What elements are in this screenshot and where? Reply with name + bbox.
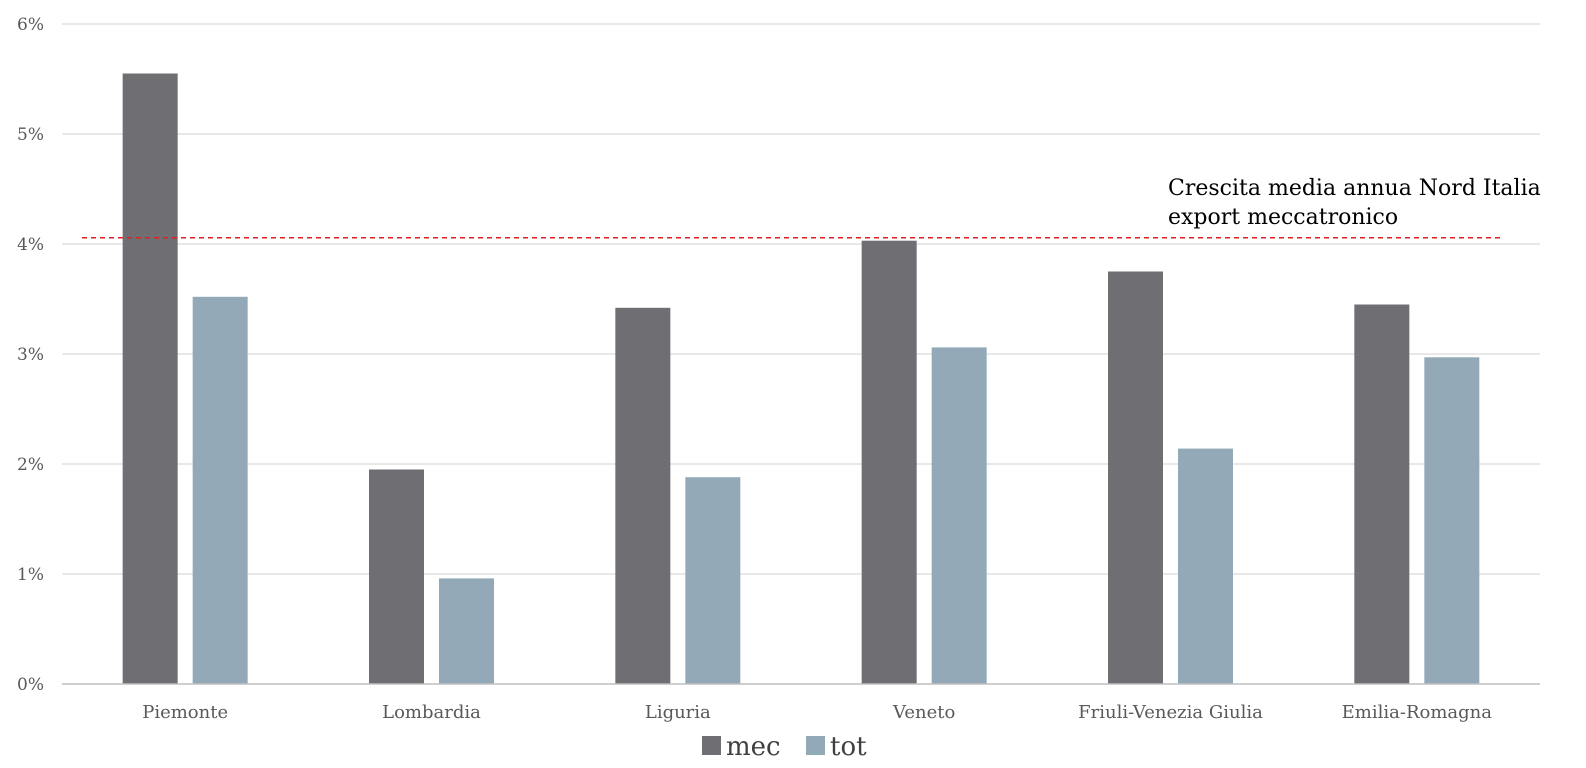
bar-mec-lombardia: [369, 469, 424, 684]
x-tick-label: Emilia-Romagna: [1342, 702, 1493, 723]
y-tick-label: 4%: [17, 235, 44, 255]
legend-swatch-mec: [702, 736, 721, 755]
bar-tot-friuli-venezia-giulia: [1178, 448, 1233, 684]
gridlines: [62, 23, 1540, 575]
annotation-line: export meccatronico: [1168, 205, 1398, 230]
bars: [122, 73, 1480, 684]
bar-tot-piemonte: [192, 296, 248, 684]
bar-tot-veneto: [931, 347, 987, 684]
legend-swatch-tot: [806, 736, 825, 755]
bar-mec-friuli-venezia-giulia: [1108, 271, 1163, 684]
y-tick-label: 1%: [17, 565, 44, 585]
x-tick-label: Veneto: [892, 702, 955, 723]
bar-tot-liguria: [685, 477, 741, 684]
x-tick-label: Piemonte: [142, 702, 228, 723]
legend: mec tot: [702, 732, 867, 762]
y-tick-label: 2%: [17, 455, 44, 475]
y-tick-label: 0%: [17, 675, 44, 695]
bar-tot-emilia-romagna: [1424, 357, 1480, 684]
x-tick-label: Lombardia: [382, 702, 481, 723]
legend-label-tot: tot: [830, 732, 867, 762]
x-tick-label: Liguria: [645, 702, 711, 723]
legend-label-mec: mec: [726, 732, 781, 762]
x-tick-label: Friuli-Venezia Giulia: [1078, 702, 1263, 723]
bar-mec-veneto: [861, 240, 917, 684]
annotation-line: Crescita media annua Nord Italia: [1168, 176, 1541, 201]
y-tick-label: 6%: [17, 15, 44, 35]
bar-mec-liguria: [615, 307, 671, 684]
y-axis-ticks: 0% 1% 2% 3% 4% 5% 6%: [17, 15, 44, 695]
bar-mec-emilia-romagna: [1354, 304, 1410, 684]
reference-line-annotation: Crescita media annua Nord Italia export m…: [1168, 176, 1541, 230]
x-axis-labels: Piemonte Lombardia Liguria Veneto Friuli-Ven…: [142, 702, 1492, 723]
y-tick-label: 5%: [17, 125, 44, 145]
bar-mec-piemonte: [122, 73, 178, 684]
bar-tot-lombardia: [439, 578, 494, 684]
y-tick-label: 3%: [17, 345, 44, 365]
